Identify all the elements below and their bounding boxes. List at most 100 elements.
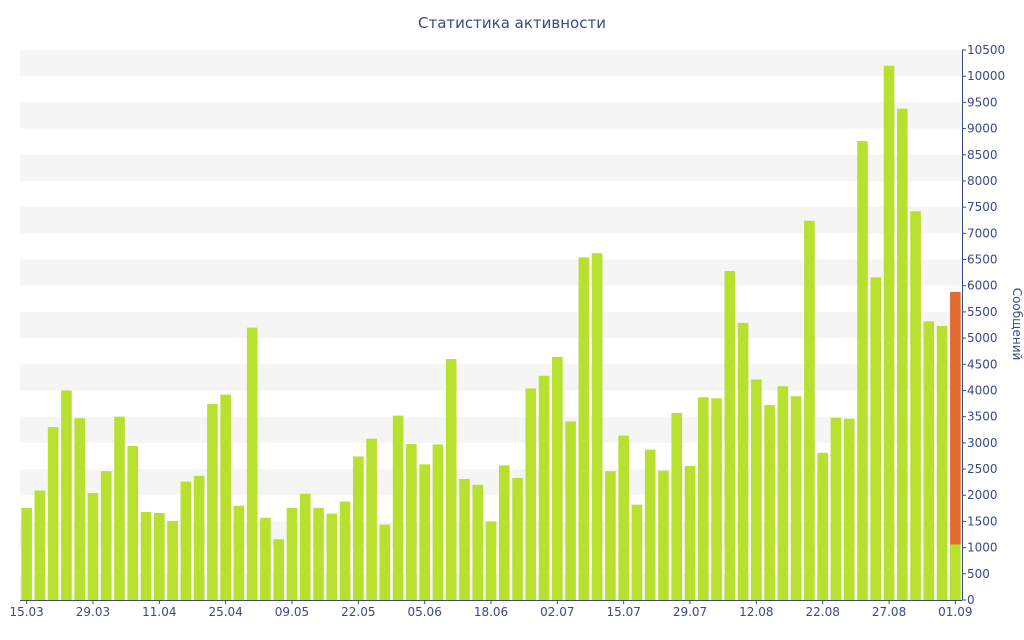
y-axis-labels: 0 500 1000 1500 2000 2500 3000 3500 4000 4500 5000… <box>962 43 1005 607</box>
y-tick-label: 10500 <box>967 43 1005 57</box>
bar <box>260 517 271 600</box>
bar <box>883 65 895 600</box>
x-tick-label: 12.08 <box>739 605 773 619</box>
y-tick-label: 1500 <box>967 514 998 528</box>
y-tick-label: 8000 <box>967 174 998 188</box>
bar <box>127 446 139 600</box>
bar <box>565 421 576 600</box>
grid-band <box>20 50 962 77</box>
bar <box>445 359 457 600</box>
y-tick-label: 500 <box>967 567 990 581</box>
y-tick-label: 5000 <box>967 331 998 345</box>
y-tick-label: 2000 <box>967 488 998 502</box>
bar <box>366 438 377 600</box>
bar <box>870 277 882 600</box>
bar <box>299 493 311 600</box>
x-tick-label: 22.08 <box>806 605 840 619</box>
bar <box>923 321 935 600</box>
y-tick-label: 8500 <box>967 148 998 162</box>
bar <box>47 427 59 600</box>
bar <box>353 456 364 600</box>
bar <box>737 322 749 600</box>
bar <box>459 479 470 600</box>
bar <box>936 326 948 600</box>
bar <box>764 405 775 600</box>
bar <box>578 257 590 600</box>
bar <box>273 539 285 600</box>
bar <box>591 253 603 600</box>
y-tick-label: 6500 <box>967 253 998 267</box>
grid-band <box>20 364 962 391</box>
y-tick-label: 6000 <box>967 279 998 293</box>
bar <box>246 327 258 600</box>
grid-band <box>20 207 962 234</box>
x-tick-label: 29.03 <box>76 605 110 619</box>
x-axis-labels: 15.03 29.03 11.04 25.04 09.05 22.05 05.06 18.06… <box>9 600 973 619</box>
bar <box>100 471 112 600</box>
bar <box>419 464 430 600</box>
bar <box>313 507 324 600</box>
chart-title: Статистика активности <box>418 14 606 32</box>
bar <box>485 521 497 600</box>
bar <box>87 493 99 600</box>
bar-highlight-segment <box>950 292 961 545</box>
grid-band <box>20 154 962 181</box>
bar <box>154 513 165 600</box>
x-tick-label: 25.04 <box>208 605 242 619</box>
bar <box>140 512 152 600</box>
bar <box>498 465 510 600</box>
bar <box>193 475 205 600</box>
x-tick-label: 15.03 <box>9 605 43 619</box>
y-tick-label: 7000 <box>967 226 998 240</box>
y-tick-label: 10000 <box>967 69 1005 83</box>
bar <box>21 507 32 600</box>
bar <box>711 398 722 600</box>
bar <box>843 418 855 600</box>
bar <box>167 520 178 600</box>
x-tick-label: 18.06 <box>474 605 508 619</box>
bar <box>671 413 683 600</box>
x-tick-label: 22.05 <box>341 605 375 619</box>
grid-band <box>20 259 962 286</box>
bar <box>74 418 86 600</box>
bar <box>631 504 643 600</box>
x-tick-label: 09.05 <box>275 605 309 619</box>
bar <box>804 220 815 600</box>
x-tick-label: 27.08 <box>872 605 906 619</box>
bar <box>830 417 842 600</box>
y-tick-label: 7500 <box>967 200 998 214</box>
bar <box>233 505 245 600</box>
bar <box>220 394 231 600</box>
x-tick-label: 01.09 <box>938 605 972 619</box>
x-tick-label: 02.07 <box>540 605 574 619</box>
y-tick-label: 3500 <box>967 410 998 424</box>
y-tick-label: 4000 <box>967 383 998 397</box>
bar <box>432 444 444 600</box>
x-tick-label: 15.07 <box>606 605 640 619</box>
bar <box>644 449 656 600</box>
bar <box>525 388 537 600</box>
bar <box>605 471 616 600</box>
bar <box>61 390 72 600</box>
bar <box>114 416 125 600</box>
grid-band <box>20 416 962 443</box>
x-tick-label: 29.07 <box>673 605 707 619</box>
bar <box>910 211 921 601</box>
bar <box>207 404 218 600</box>
bar <box>751 379 762 600</box>
grid-band <box>20 311 962 339</box>
y-tick-label: 2500 <box>967 462 998 476</box>
bar <box>790 396 802 600</box>
bar <box>339 501 351 600</box>
bar <box>538 375 550 600</box>
bar <box>684 465 696 600</box>
bar <box>618 435 629 600</box>
bar <box>857 141 868 600</box>
bar <box>724 271 736 600</box>
bar <box>180 481 192 600</box>
bar <box>552 356 563 600</box>
bar <box>512 477 523 600</box>
y-tick-label: 9500 <box>967 95 998 109</box>
